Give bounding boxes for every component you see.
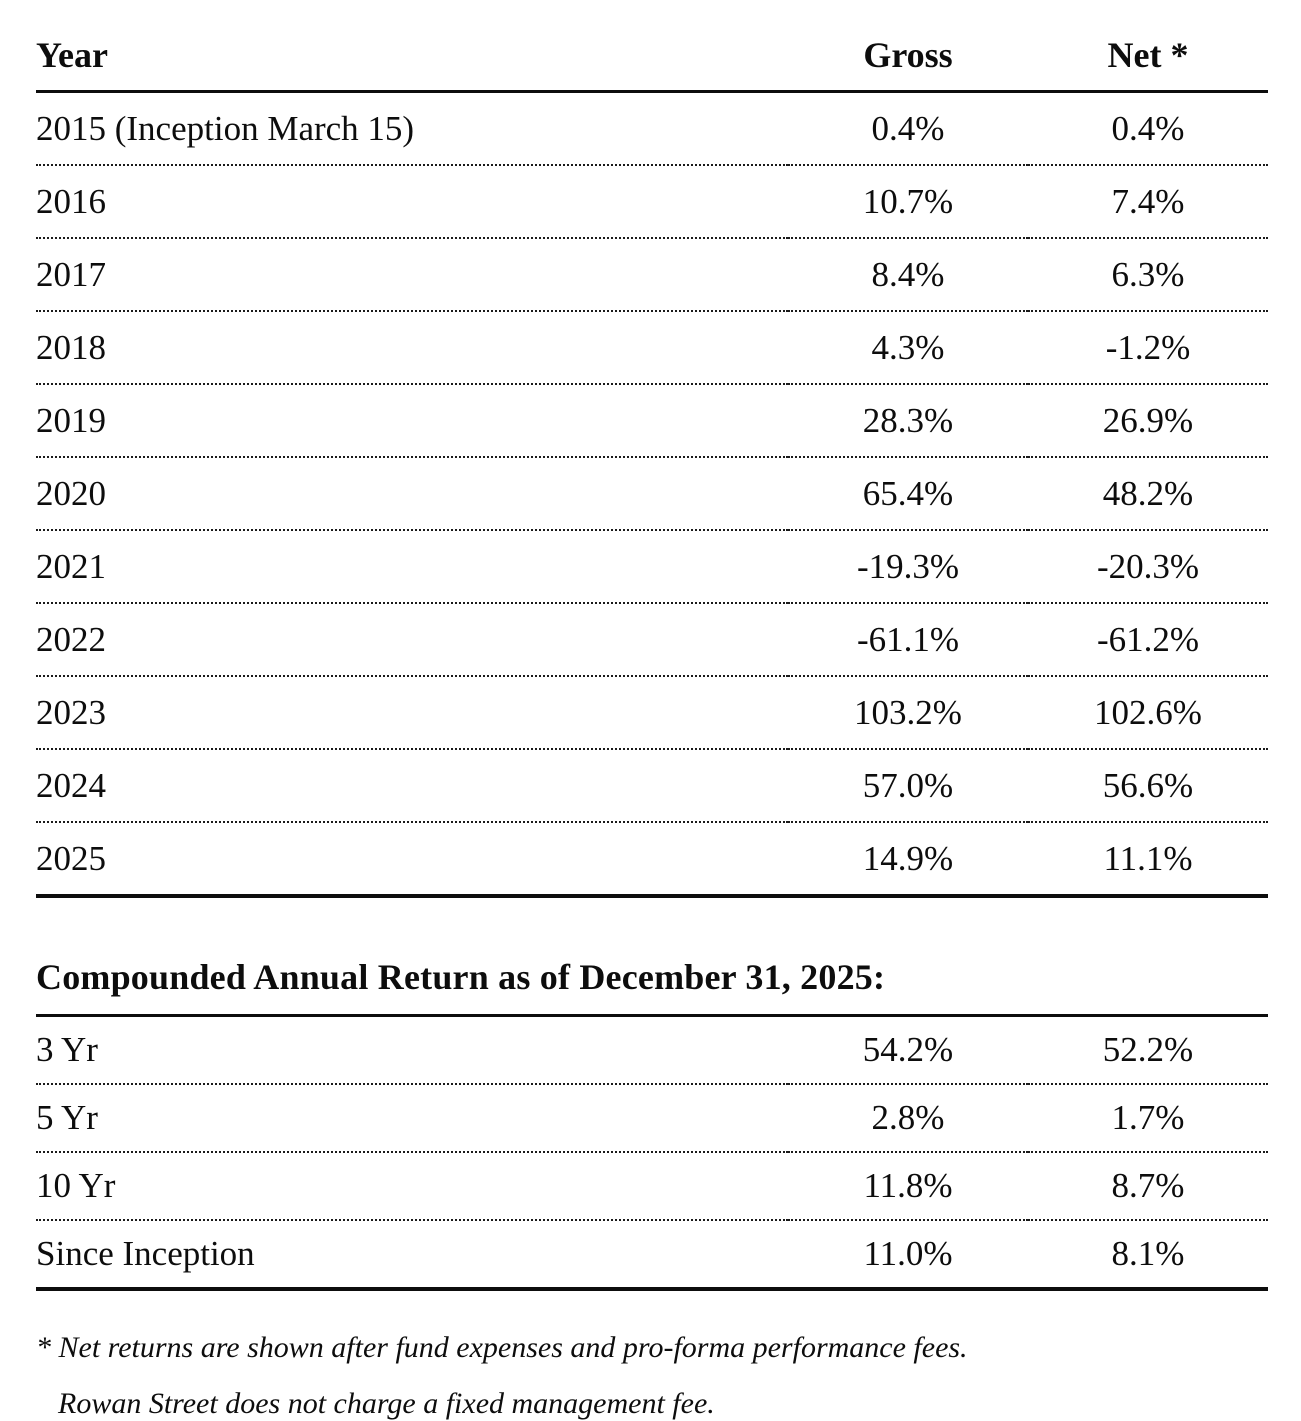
gross-cell: 28.3%	[788, 384, 1028, 458]
footnote-line-1: * Net returns are shown after fund expen…	[36, 1331, 968, 1364]
year-cell: 2025	[36, 822, 788, 898]
period-cell: 3 Yr	[36, 1015, 788, 1085]
net-cell: 11.1%	[1028, 822, 1268, 898]
gross-cell: 103.2%	[788, 676, 1028, 750]
net-column-header: Net *	[1028, 28, 1268, 93]
year-cell: 2017	[36, 238, 788, 312]
period-cell: 10 Yr	[36, 1152, 788, 1221]
net-cell: 8.7%	[1028, 1152, 1268, 1221]
table-row: 2023 103.2% 102.6%	[36, 676, 1268, 750]
compounded-return-heading: Compounded Annual Return as of December …	[36, 957, 886, 997]
gross-cell: 11.8%	[788, 1152, 1028, 1221]
table-header-row: Year Gross Net *	[36, 28, 1268, 93]
table-row: 2025 14.9% 11.1%	[36, 822, 1268, 898]
gross-column-header: Gross	[788, 28, 1028, 93]
gross-cell: 2.8%	[788, 1084, 1028, 1153]
net-cell: 1.7%	[1028, 1084, 1268, 1153]
gross-cell: 4.3%	[788, 311, 1028, 385]
year-cell: 2021	[36, 530, 788, 604]
gross-cell: 65.4%	[788, 457, 1028, 531]
gross-cell: 14.9%	[788, 822, 1028, 898]
compounded-returns-table: 3 Yr 54.2% 52.2% 5 Yr 2.8% 1.7% 10 Yr 11…	[36, 1014, 1268, 1291]
net-cell: -61.2%	[1028, 603, 1268, 677]
table-row: 5 Yr 2.8% 1.7%	[36, 1084, 1268, 1153]
table-row: 2019 28.3% 26.9%	[36, 384, 1268, 458]
table-row: 2017 8.4% 6.3%	[36, 238, 1268, 312]
gross-cell: 0.4%	[788, 91, 1028, 166]
year-column-header: Year	[36, 28, 788, 93]
gross-cell: 54.2%	[788, 1015, 1028, 1085]
year-cell: 2015 (Inception March 15)	[36, 91, 788, 166]
table-row: 10 Yr 11.8% 8.7%	[36, 1152, 1268, 1221]
table-row: 2020 65.4% 48.2%	[36, 457, 1268, 531]
net-cell: 26.9%	[1028, 384, 1268, 458]
gross-cell: 8.4%	[788, 238, 1028, 312]
gross-cell: -61.1%	[788, 603, 1028, 677]
year-cell: 2016	[36, 165, 788, 239]
gross-cell: 10.7%	[788, 165, 1028, 239]
period-cell: 5 Yr	[36, 1084, 788, 1153]
net-cell: 6.3%	[1028, 238, 1268, 312]
net-cell: -20.3%	[1028, 530, 1268, 604]
gross-cell: 57.0%	[788, 749, 1028, 823]
net-cell: 8.1%	[1028, 1220, 1268, 1291]
net-cell: 56.6%	[1028, 749, 1268, 823]
table-row: 2018 4.3% -1.2%	[36, 311, 1268, 385]
table-row: 3 Yr 54.2% 52.2%	[36, 1015, 1268, 1085]
table-row: 2021 -19.3% -20.3%	[36, 530, 1268, 604]
year-cell: 2023	[36, 676, 788, 750]
gross-cell: -19.3%	[788, 530, 1028, 604]
year-cell: 2020	[36, 457, 788, 531]
table-row: 2016 10.7% 7.4%	[36, 165, 1268, 239]
footnote-line-2: Rowan Street does not charge a fixed man…	[58, 1387, 715, 1420]
gross-cell: 11.0%	[788, 1220, 1028, 1291]
net-cell: 0.4%	[1028, 91, 1268, 166]
table-row: 2024 57.0% 56.6%	[36, 749, 1268, 823]
table-row: 2022 -61.1% -61.2%	[36, 603, 1268, 677]
table-row: 2015 (Inception March 15) 0.4% 0.4%	[36, 91, 1268, 166]
year-cell: 2018	[36, 311, 788, 385]
footnote: * Net returns are shown after fund expen…	[36, 1331, 1268, 1421]
net-cell: 48.2%	[1028, 457, 1268, 531]
year-cell: 2022	[36, 603, 788, 677]
year-cell: 2024	[36, 749, 788, 823]
table-row: Since Inception 11.0% 8.1%	[36, 1220, 1268, 1291]
net-cell: -1.2%	[1028, 311, 1268, 385]
annual-returns-table: Year Gross Net * 2015 (Inception March 1…	[36, 28, 1268, 898]
net-cell: 52.2%	[1028, 1015, 1268, 1085]
net-cell: 7.4%	[1028, 165, 1268, 239]
period-cell: Since Inception	[36, 1220, 788, 1291]
net-cell: 102.6%	[1028, 676, 1268, 750]
year-cell: 2019	[36, 384, 788, 458]
